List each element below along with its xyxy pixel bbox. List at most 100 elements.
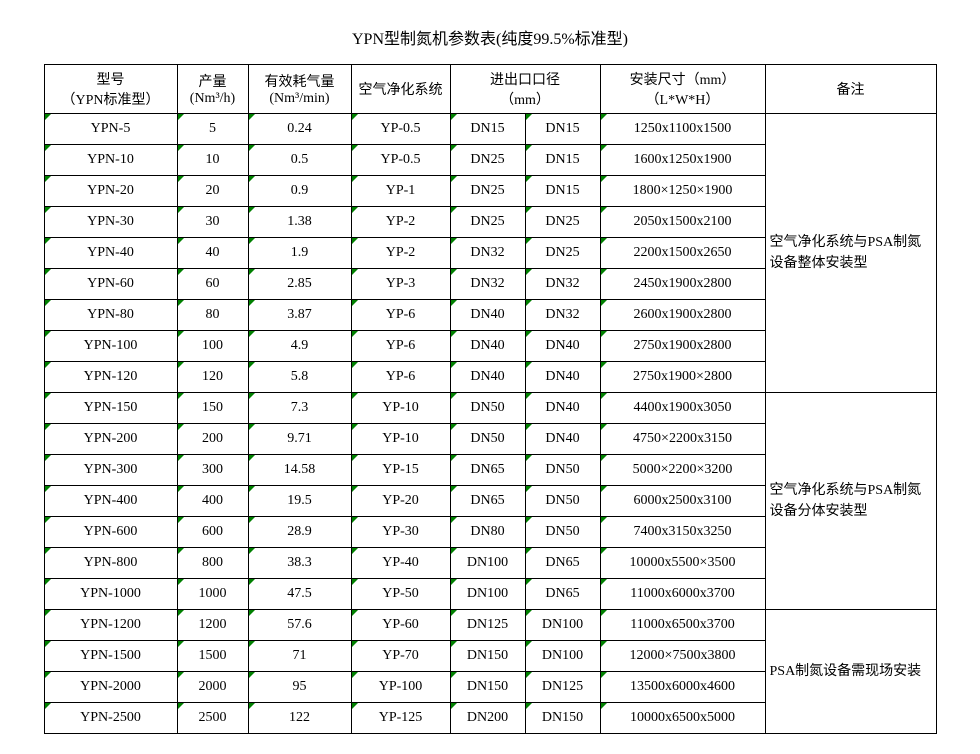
cell-model: YPN-1500 <box>44 641 177 672</box>
table-row: YPN-1200120057.6YP-60DN125DN10011000x650… <box>44 610 936 641</box>
cell-model: YPN-80 <box>44 300 177 331</box>
cell-p2: DN100 <box>525 641 600 672</box>
table-row: YPN-550.24YP-0.5DN15DN151250x1100x1500空气… <box>44 114 936 145</box>
cell-model: YPN-5 <box>44 114 177 145</box>
cell-dim: 11000x6000x3700 <box>600 579 765 610</box>
cell-purify: YP-10 <box>351 393 450 424</box>
cell-dim: 5000×2200×3200 <box>600 455 765 486</box>
cell-purify: YP-2 <box>351 207 450 238</box>
header-note: 备注 <box>765 65 936 114</box>
table-body: YPN-550.24YP-0.5DN15DN151250x1100x1500空气… <box>44 114 936 734</box>
cell-p1: DN150 <box>450 641 525 672</box>
header-row: 型号（YPN标准型） 产量(Nm³/h) 有效耗气量(Nm³/min) 空气净化… <box>44 65 936 114</box>
cell-yield: 100 <box>177 331 248 362</box>
cell-model: YPN-400 <box>44 486 177 517</box>
cell-p1: DN32 <box>450 269 525 300</box>
cell-model: YPN-2500 <box>44 703 177 734</box>
cell-air: 57.6 <box>248 610 351 641</box>
cell-purify: YP-15 <box>351 455 450 486</box>
table-row: YPN-1501507.3YP-10DN50DN404400x1900x3050… <box>44 393 936 424</box>
cell-yield: 400 <box>177 486 248 517</box>
cell-p2: DN40 <box>525 362 600 393</box>
header-port: 进出口口径（mm） <box>450 65 600 114</box>
cell-air: 2.85 <box>248 269 351 300</box>
cell-air: 1.9 <box>248 238 351 269</box>
cell-yield: 10 <box>177 145 248 176</box>
cell-p1: DN25 <box>450 207 525 238</box>
cell-dim: 1800×1250×1900 <box>600 176 765 207</box>
cell-yield: 120 <box>177 362 248 393</box>
cell-p1: DN150 <box>450 672 525 703</box>
header-yield: 产量(Nm³/h) <box>177 65 248 114</box>
cell-dim: 2750x1900x2800 <box>600 331 765 362</box>
cell-air: 71 <box>248 641 351 672</box>
cell-purify: YP-1 <box>351 176 450 207</box>
cell-p1: DN80 <box>450 517 525 548</box>
cell-p2: DN15 <box>525 114 600 145</box>
cell-dim: 2600x1900x2800 <box>600 300 765 331</box>
cell-p2: DN25 <box>525 238 600 269</box>
cell-p2: DN15 <box>525 145 600 176</box>
cell-dim: 11000x6500x3700 <box>600 610 765 641</box>
cell-dim: 4750×2200x3150 <box>600 424 765 455</box>
cell-p2: DN32 <box>525 269 600 300</box>
cell-air: 7.3 <box>248 393 351 424</box>
cell-p2: DN50 <box>525 455 600 486</box>
cell-model: YPN-150 <box>44 393 177 424</box>
cell-purify: YP-0.5 <box>351 145 450 176</box>
cell-p1: DN125 <box>450 610 525 641</box>
cell-air: 38.3 <box>248 548 351 579</box>
cell-model: YPN-30 <box>44 207 177 238</box>
cell-dim: 4400x1900x3050 <box>600 393 765 424</box>
cell-p2: DN65 <box>525 579 600 610</box>
cell-purify: YP-125 <box>351 703 450 734</box>
note-cell: 空气净化系统与PSA制氮设备整体安装型 <box>765 114 936 393</box>
cell-model: YPN-1000 <box>44 579 177 610</box>
page-title: YPN型制氮机参数表(纯度99.5%标准型) <box>20 25 960 49</box>
cell-dim: 6000x2500x3100 <box>600 486 765 517</box>
cell-model: YPN-300 <box>44 455 177 486</box>
cell-p1: DN15 <box>450 114 525 145</box>
cell-p1: DN100 <box>450 579 525 610</box>
cell-p2: DN15 <box>525 176 600 207</box>
cell-p2: DN25 <box>525 207 600 238</box>
cell-p2: DN65 <box>525 548 600 579</box>
cell-air: 3.87 <box>248 300 351 331</box>
cell-p2: DN125 <box>525 672 600 703</box>
header-air: 有效耗气量(Nm³/min) <box>248 65 351 114</box>
cell-model: YPN-40 <box>44 238 177 269</box>
cell-p1: DN32 <box>450 238 525 269</box>
cell-air: 95 <box>248 672 351 703</box>
cell-p1: DN50 <box>450 393 525 424</box>
cell-p2: DN50 <box>525 486 600 517</box>
cell-air: 14.58 <box>248 455 351 486</box>
cell-dim: 2200x1500x2650 <box>600 238 765 269</box>
cell-p2: DN50 <box>525 517 600 548</box>
cell-yield: 1500 <box>177 641 248 672</box>
cell-model: YPN-100 <box>44 331 177 362</box>
cell-model: YPN-1200 <box>44 610 177 641</box>
cell-p2: DN150 <box>525 703 600 734</box>
cell-p1: DN25 <box>450 176 525 207</box>
cell-air: 28.9 <box>248 517 351 548</box>
cell-yield: 300 <box>177 455 248 486</box>
cell-p1: DN100 <box>450 548 525 579</box>
cell-purify: YP-100 <box>351 672 450 703</box>
cell-yield: 600 <box>177 517 248 548</box>
cell-p1: DN40 <box>450 331 525 362</box>
cell-air: 9.71 <box>248 424 351 455</box>
cell-purify: YP-10 <box>351 424 450 455</box>
cell-yield: 1000 <box>177 579 248 610</box>
cell-purify: YP-60 <box>351 610 450 641</box>
cell-yield: 1200 <box>177 610 248 641</box>
cell-p2: DN40 <box>525 424 600 455</box>
cell-yield: 30 <box>177 207 248 238</box>
cell-p1: DN40 <box>450 300 525 331</box>
cell-air: 122 <box>248 703 351 734</box>
cell-dim: 2750x1900×2800 <box>600 362 765 393</box>
cell-dim: 1250x1100x1500 <box>600 114 765 145</box>
cell-model: YPN-10 <box>44 145 177 176</box>
cell-yield: 2500 <box>177 703 248 734</box>
cell-model: YPN-800 <box>44 548 177 579</box>
cell-air: 47.5 <box>248 579 351 610</box>
